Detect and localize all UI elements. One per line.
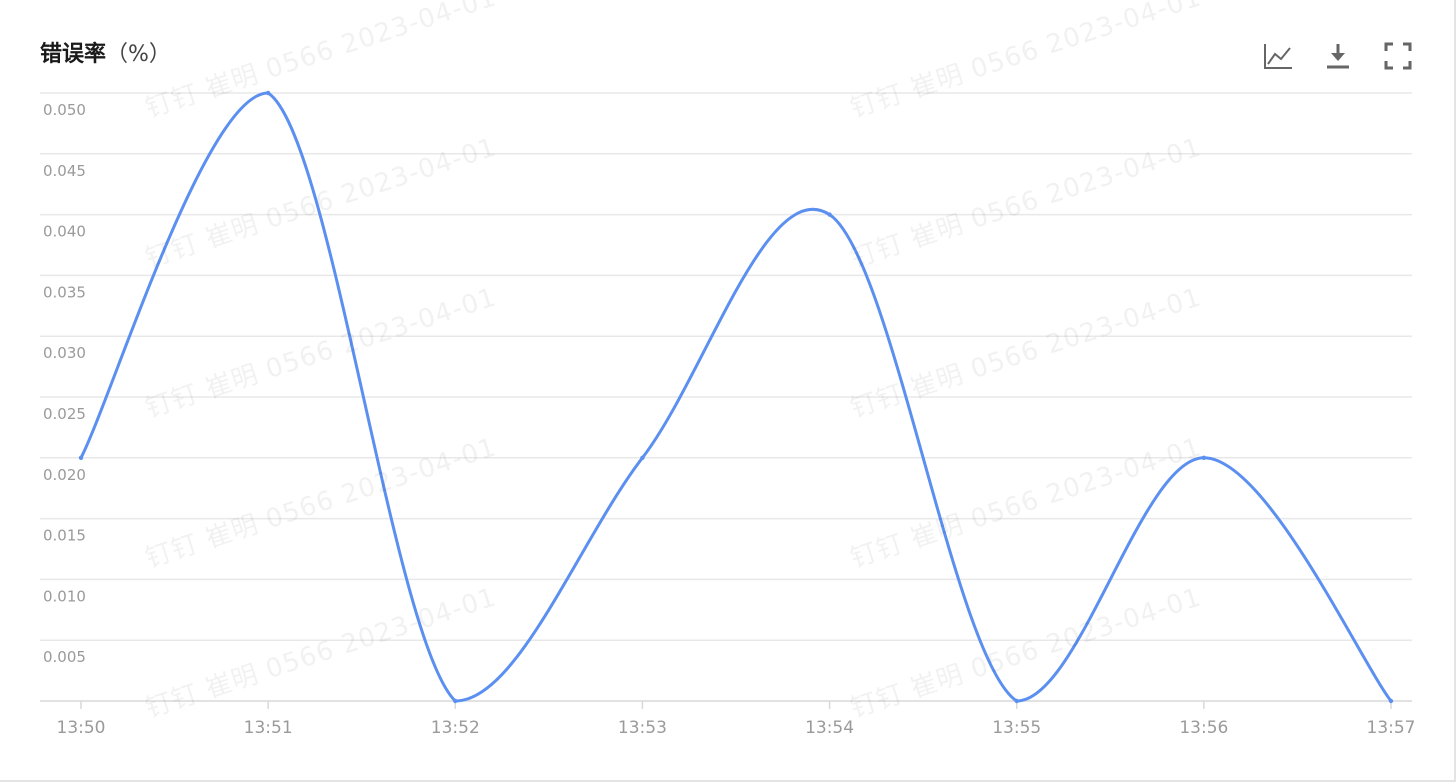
data-point [1201, 455, 1207, 460]
x-tick-label: 13:57 [1367, 718, 1416, 738]
y-axis: 0.005 0.010 0.015 0.020 0.025 0.030 0.035 0.040… [43, 101, 86, 666]
y-tick-label: 0.005 [43, 648, 86, 666]
y-tick-label: 0.040 [43, 223, 86, 241]
x-tick-label: 13:50 [57, 718, 106, 738]
chart-title: 错误率（%） [40, 40, 171, 70]
line-chart-icon[interactable] [1262, 40, 1294, 72]
chart-unit-text: （%） [106, 42, 171, 67]
y-tick-label: 0.035 [43, 283, 86, 301]
data-point [827, 212, 832, 217]
data-point [453, 698, 458, 704]
x-tick-label: 13:53 [618, 718, 667, 738]
data-point [78, 455, 84, 460]
data-point [1014, 698, 1019, 704]
chart-title-text: 错误率 [40, 42, 107, 67]
y-tick-label: 0.050 [43, 101, 86, 119]
x-tick-label: 13:52 [431, 718, 480, 738]
data-point [1388, 698, 1394, 704]
chart-toolbar [1262, 40, 1414, 72]
y-tick-label: 0.025 [43, 405, 86, 423]
y-tick-label: 0.010 [43, 587, 86, 605]
x-tick-label: 13:56 [1179, 718, 1228, 738]
x-tick-label: 13:54 [805, 718, 854, 738]
fullscreen-icon[interactable] [1382, 40, 1414, 72]
series-line [79, 91, 1393, 703]
y-tick-label: 0.045 [43, 162, 86, 180]
download-icon[interactable] [1322, 40, 1354, 72]
grid-lines [40, 92, 1412, 641]
x-tick-label: 13:51 [244, 718, 293, 738]
data-point [265, 90, 271, 96]
x-tick-label: 13:55 [992, 718, 1041, 738]
y-tick-label: 0.015 [43, 527, 86, 545]
data-point [640, 455, 645, 460]
y-tick-label: 0.030 [43, 344, 86, 362]
x-axis: 13:50 13:51 13:52 13:53 13:54 13:55 13:56 13:57 [57, 701, 1416, 738]
y-tick-label: 0.020 [43, 466, 86, 484]
